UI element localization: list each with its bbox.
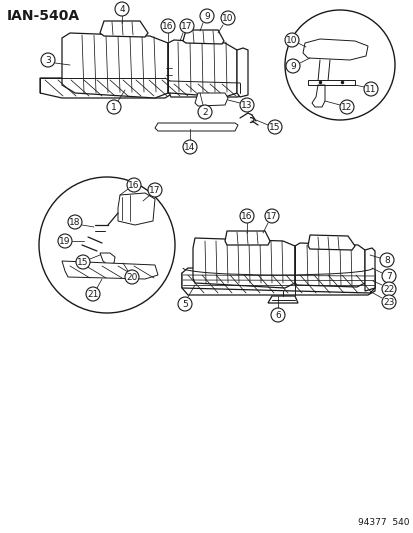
Circle shape [221,11,235,25]
Text: 6: 6 [275,311,280,319]
Circle shape [68,215,82,229]
Circle shape [381,282,395,296]
Text: 22: 22 [382,285,394,294]
Text: 10: 10 [222,13,233,22]
Polygon shape [62,261,158,279]
Polygon shape [118,193,154,225]
Circle shape [267,120,281,134]
Polygon shape [122,265,137,279]
Polygon shape [364,248,374,291]
Text: 5: 5 [182,300,188,309]
Circle shape [381,295,395,309]
Text: 4: 4 [119,4,124,13]
Circle shape [39,177,175,313]
Polygon shape [302,39,367,60]
Circle shape [125,270,139,284]
Polygon shape [307,80,354,85]
Circle shape [339,100,353,114]
Circle shape [285,59,299,73]
Circle shape [264,209,278,223]
Text: 14: 14 [184,142,195,151]
Text: 18: 18 [69,217,81,227]
Polygon shape [170,81,240,97]
Circle shape [180,19,194,33]
Text: 8: 8 [383,255,389,264]
Text: 13: 13 [241,101,252,109]
Text: 10: 10 [285,36,297,44]
Circle shape [271,308,284,322]
Text: 9: 9 [290,61,295,70]
Circle shape [381,269,395,283]
Circle shape [363,82,377,96]
Circle shape [197,105,211,119]
Text: 3: 3 [45,55,51,64]
Circle shape [284,33,298,47]
Circle shape [41,53,55,67]
Polygon shape [307,235,354,250]
Circle shape [58,234,72,248]
Circle shape [284,10,394,120]
Text: 17: 17 [181,21,192,30]
Circle shape [127,178,141,192]
Polygon shape [195,93,228,106]
Text: 2: 2 [202,108,207,117]
Polygon shape [154,123,237,131]
Circle shape [379,253,393,267]
Circle shape [107,100,121,114]
Text: 16: 16 [128,181,140,190]
Polygon shape [224,231,269,245]
Polygon shape [294,243,364,287]
Text: 11: 11 [364,85,376,93]
Polygon shape [100,21,147,37]
Circle shape [240,209,254,223]
Text: 15: 15 [77,257,88,266]
Text: 7: 7 [385,271,391,280]
Circle shape [76,255,90,269]
Text: 20: 20 [126,272,138,281]
Text: 1: 1 [111,102,116,111]
Polygon shape [182,273,374,295]
Circle shape [115,2,129,16]
Circle shape [240,98,254,112]
Polygon shape [182,268,374,293]
Polygon shape [168,40,236,97]
Text: 19: 19 [59,237,71,246]
Polygon shape [62,33,168,98]
Text: 16: 16 [162,21,173,30]
Text: 17: 17 [266,212,277,221]
Text: 9: 9 [204,12,209,20]
Circle shape [178,297,192,311]
Polygon shape [236,48,247,97]
Text: IAN-540A: IAN-540A [7,9,80,23]
Text: 15: 15 [268,123,280,132]
Polygon shape [192,238,294,288]
Text: 12: 12 [340,102,352,111]
Text: 94377  540: 94377 540 [358,518,409,527]
Text: 23: 23 [382,297,394,306]
Text: 21: 21 [87,289,98,298]
Polygon shape [40,78,170,98]
Circle shape [199,9,214,23]
Circle shape [183,140,197,154]
Circle shape [147,183,161,197]
Polygon shape [183,30,223,44]
Circle shape [86,287,100,301]
Text: 16: 16 [241,212,252,221]
Polygon shape [100,253,115,265]
Text: 17: 17 [149,185,160,195]
Circle shape [161,19,175,33]
